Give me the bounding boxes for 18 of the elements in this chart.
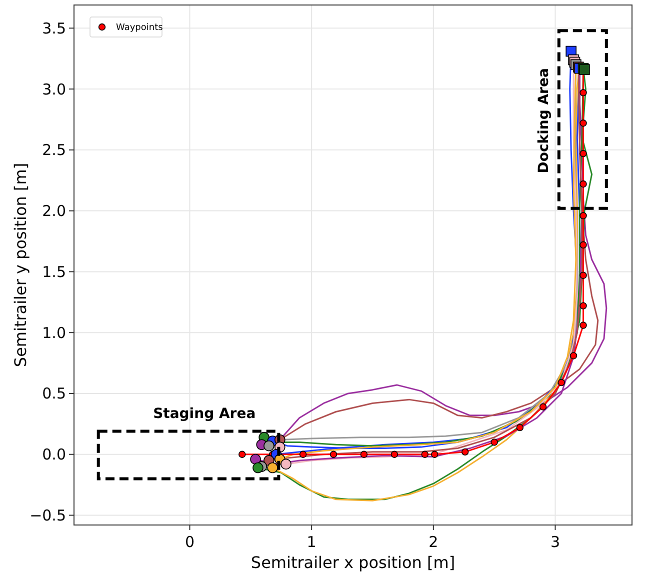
annotation: Staging Area: [153, 406, 256, 422]
y-tick-label: 1.5: [42, 262, 66, 281]
x-tick-label: 2: [428, 533, 438, 551]
x-tick-label: 3: [550, 533, 560, 551]
x-axis-title: Semitrailer x position [m]: [250, 553, 456, 572]
legend-label: Waypoints: [116, 23, 164, 34]
y-axis-title: Semitrailer y position [m]: [11, 162, 30, 368]
y-tick-label: −0.5: [30, 506, 66, 525]
y-tick-label: 0.0: [42, 446, 66, 464]
y-tick-label: 3.5: [42, 19, 66, 38]
y-tick-label: 2.0: [42, 202, 66, 220]
x-tick-label: 1: [306, 533, 316, 551]
y-tick-label: 1.0: [42, 324, 66, 342]
y-tick-label: 2.5: [42, 141, 66, 160]
y-tick-label: 0.5: [42, 384, 66, 403]
annotation: Docking Area: [536, 68, 552, 174]
y-tick-label: 3.0: [42, 80, 66, 98]
x-tick-label: 0: [184, 533, 195, 551]
